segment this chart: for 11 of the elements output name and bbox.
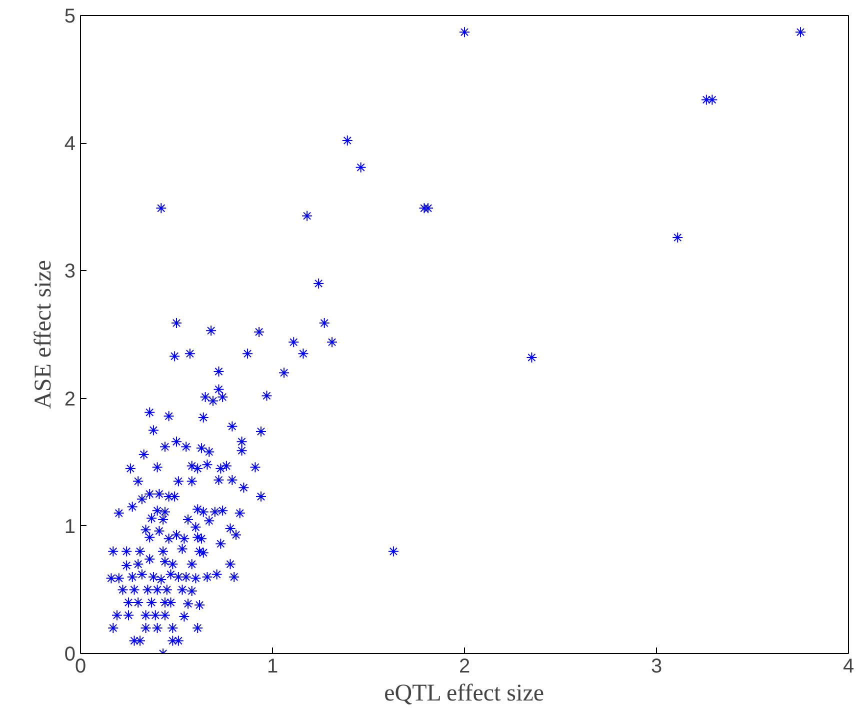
- y-tick-label: 5: [64, 6, 76, 28]
- x-tick-label: 4: [842, 656, 854, 678]
- x-tick-label: 3: [650, 656, 662, 678]
- y-tick-label: 2: [64, 388, 76, 410]
- x-axis-title: eQTL effect size: [384, 680, 544, 706]
- y-tick-label: 1: [64, 516, 76, 538]
- y-tick-label: 3: [64, 260, 76, 283]
- x-tick-label: 1: [266, 656, 278, 678]
- y-tick-label: 4: [64, 133, 76, 156]
- x-tick-label: 2: [458, 656, 470, 678]
- y-axis-title: ASE effect size: [30, 260, 56, 409]
